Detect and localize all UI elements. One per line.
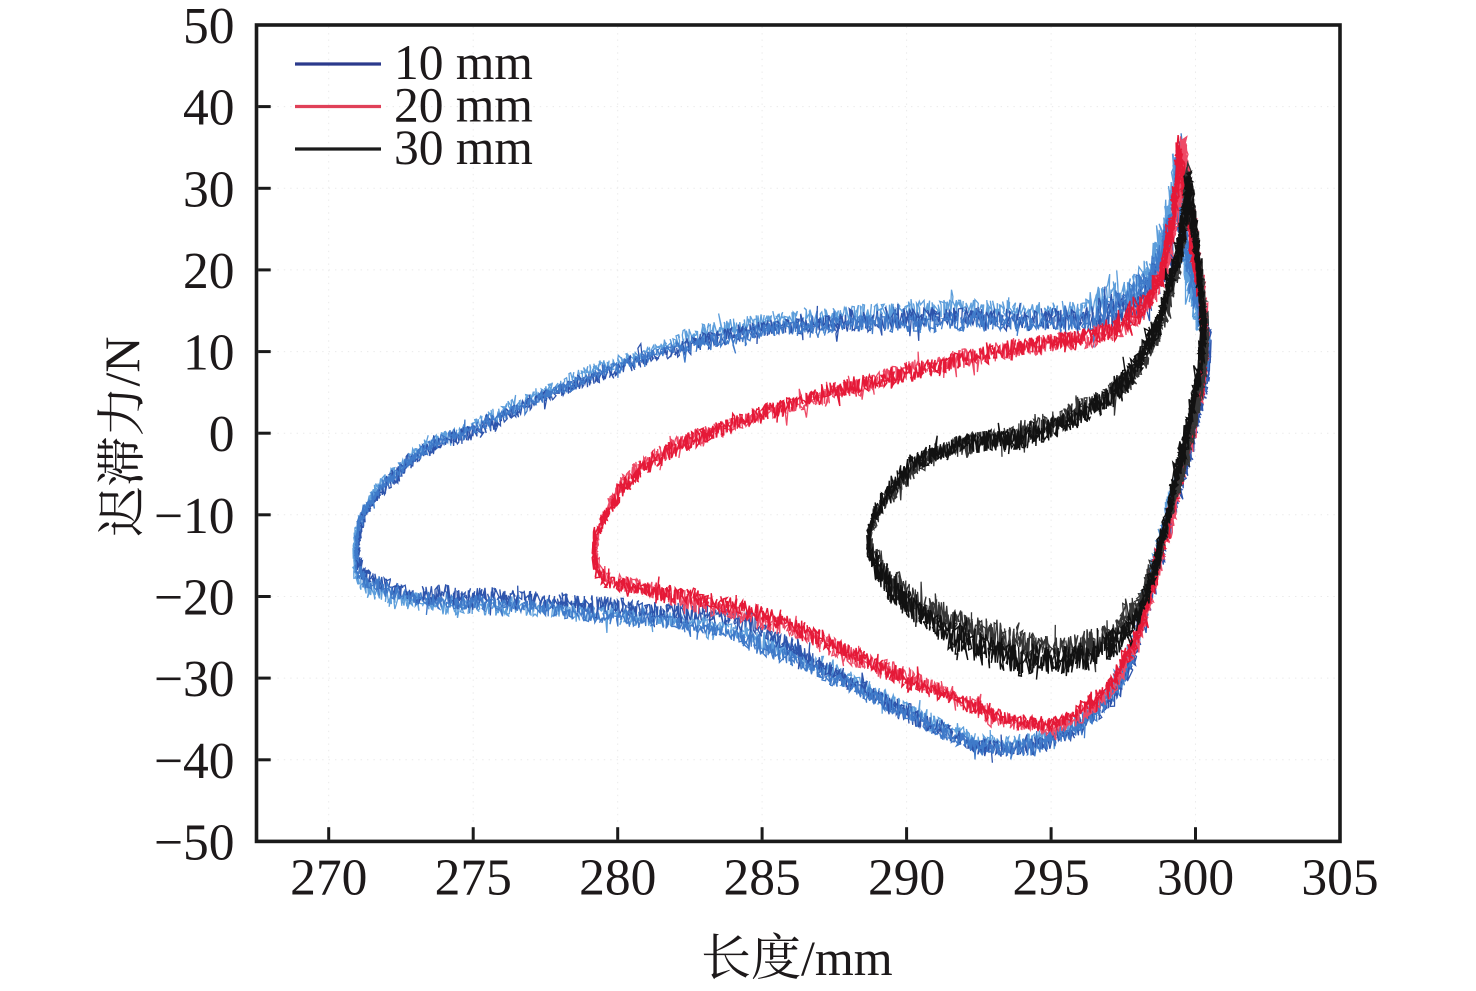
svg-text:300: 300 bbox=[1157, 850, 1234, 907]
svg-text:−10: −10 bbox=[154, 488, 235, 545]
svg-text:−30: −30 bbox=[154, 651, 235, 708]
svg-text:/mm: /mm bbox=[801, 930, 893, 986]
svg-text:/N: /N bbox=[94, 337, 150, 387]
svg-text:30 mm: 30 mm bbox=[394, 120, 533, 175]
svg-text:275: 275 bbox=[435, 850, 512, 907]
svg-text:280: 280 bbox=[579, 850, 656, 907]
svg-text:−20: −20 bbox=[154, 570, 235, 627]
svg-text:290: 290 bbox=[868, 850, 945, 907]
svg-text:−50: −50 bbox=[154, 814, 235, 871]
svg-text:10: 10 bbox=[183, 325, 235, 382]
svg-text:295: 295 bbox=[1012, 850, 1089, 907]
svg-text:50: 50 bbox=[183, 0, 235, 55]
svg-text:305: 305 bbox=[1301, 850, 1378, 907]
svg-text:285: 285 bbox=[723, 850, 800, 907]
svg-text:10 mm: 10 mm bbox=[394, 35, 533, 90]
svg-text:40: 40 bbox=[183, 80, 235, 137]
svg-text:30: 30 bbox=[183, 161, 235, 218]
svg-text:−40: −40 bbox=[154, 733, 235, 790]
svg-text:20: 20 bbox=[183, 243, 235, 300]
svg-text:20 mm: 20 mm bbox=[394, 78, 533, 133]
svg-text:0: 0 bbox=[209, 406, 235, 463]
svg-text:270: 270 bbox=[290, 850, 367, 907]
